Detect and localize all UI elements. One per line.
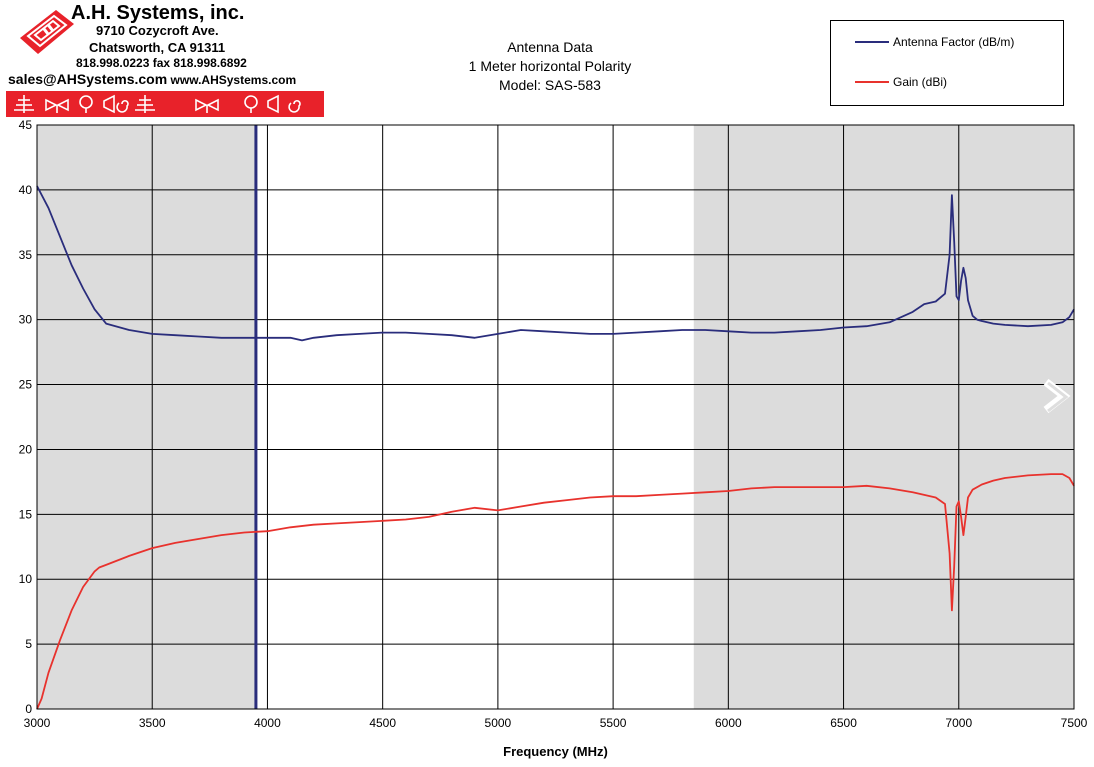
legend-swatch-gain <box>855 81 889 83</box>
company-phone: 818.998.0223 fax 818.998.6892 <box>76 56 247 70</box>
y-tick-label: 35 <box>19 248 33 262</box>
company-address: 9710 Cozycroft Ave. <box>96 23 219 38</box>
shaded-range-0 <box>37 125 256 709</box>
legend-label-gain: Gain (dBi) <box>893 75 948 89</box>
company-header: A.H. Systems, inc. 9710 Cozycroft Ave. C… <box>4 2 324 120</box>
x-tick-label: 4000 <box>254 716 281 730</box>
x-axis-label: Frequency (MHz) <box>503 744 608 759</box>
chart-title: Antenna Data 1 Meter horizontal Polarity… <box>400 38 700 95</box>
y-tick-label: 20 <box>19 442 33 456</box>
y-tick-label: 25 <box>19 378 33 392</box>
y-tick-label: 0 <box>25 702 32 716</box>
y-tick-label: 40 <box>19 183 33 197</box>
legend-swatch-antenna-factor <box>855 41 889 43</box>
x-tick-label: 3500 <box>139 716 166 730</box>
x-tick-label: 4500 <box>369 716 396 730</box>
x-tick-label: 5500 <box>600 716 627 730</box>
x-tick-label: 7000 <box>945 716 972 730</box>
company-name: A.H. Systems, inc. <box>71 2 245 24</box>
y-tick-label: 30 <box>19 313 33 327</box>
company-email[interactable]: sales@AHSystems.com <box>8 71 168 87</box>
log-periodic-icon <box>14 95 34 113</box>
chevron-right-icon[interactable] <box>1040 378 1074 414</box>
x-tick-label: 6000 <box>715 716 742 730</box>
loop-icon <box>79 95 93 113</box>
y-tick-label: 5 <box>25 637 32 651</box>
company-logo <box>20 10 74 54</box>
shaded-range-1 <box>693 125 1074 709</box>
y-tick-label: 45 <box>19 118 33 132</box>
chart-title-line-3: Model: SAS-583 <box>499 77 601 93</box>
y-tick-label: 10 <box>19 572 33 586</box>
series-line-1 <box>36 473 1075 710</box>
company-website[interactable]: www.AHSystems.com <box>170 73 297 87</box>
horn-icon <box>103 94 115 114</box>
spiral-icon <box>288 100 301 113</box>
series-line-0 <box>36 185 1075 342</box>
y-tick-label: 15 <box>19 507 33 521</box>
company-contact: sales@AHSystems.com www.AHSystems.com <box>8 71 296 87</box>
chart-legend: Antenna Factor (dB/m) Gain (dBi) <box>830 20 1064 106</box>
chart-title-line-1: Antenna Data <box>507 39 593 55</box>
dipole-icon <box>45 98 69 113</box>
dipole-icon <box>195 98 219 113</box>
company-city: Chatsworth, CA 91311 <box>89 40 226 55</box>
antenna-icon-bar <box>6 91 324 117</box>
loop-icon <box>244 95 258 113</box>
log-periodic-icon <box>135 95 155 113</box>
x-tick-label: 6500 <box>830 716 857 730</box>
x-tick-label: 7500 <box>1061 716 1088 730</box>
x-tick-label: 3000 <box>24 716 51 730</box>
x-tick-label: 5000 <box>485 716 512 730</box>
chart-title-line-2: 1 Meter horizontal Polarity <box>468 58 632 74</box>
legend-label-antenna-factor: Antenna Factor (dB/m) <box>893 35 1015 49</box>
horn-icon <box>267 94 279 114</box>
plot-frame <box>36 124 1075 710</box>
spiral-icon <box>116 100 129 113</box>
